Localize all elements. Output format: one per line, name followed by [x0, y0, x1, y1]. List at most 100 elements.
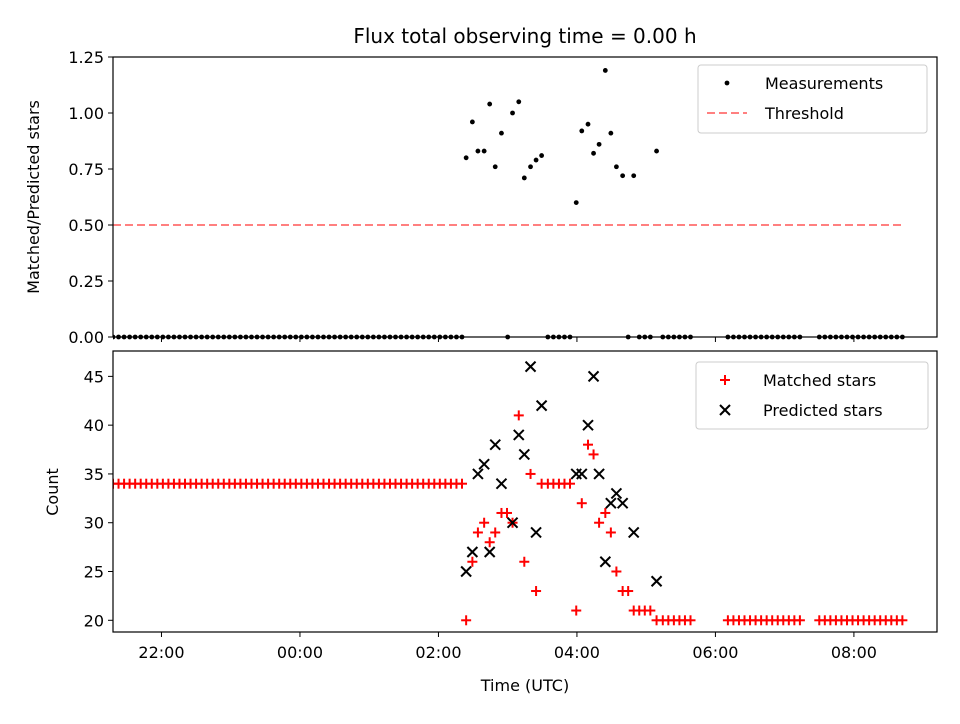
legend-label: Predicted stars	[763, 401, 883, 420]
data-point	[472, 527, 483, 538]
data-point	[469, 119, 475, 125]
data-point	[600, 507, 611, 518]
data-point	[490, 527, 501, 538]
data-point	[794, 615, 805, 626]
series-matched-stars	[113, 410, 908, 626]
data-point	[466, 546, 479, 558]
y-tick-label: 45	[84, 367, 104, 386]
data-point	[571, 605, 582, 616]
data-point	[594, 517, 605, 528]
data-point	[499, 130, 504, 136]
data-point	[518, 448, 531, 461]
y-tick-label: 0.00	[68, 328, 104, 347]
data-point	[483, 546, 496, 558]
data-point	[461, 615, 472, 626]
data-point	[530, 526, 542, 539]
y-tick-label: 0.50	[68, 216, 104, 235]
plot-frame	[112, 56, 938, 338]
legend: Matched stars Predicted stars	[695, 361, 929, 430]
data-point	[478, 458, 490, 470]
legend-marker	[719, 404, 731, 416]
data-point	[631, 173, 637, 179]
data-point	[611, 566, 622, 577]
x-tick-label: 06:00	[692, 643, 738, 662]
legend-label: Measurements	[765, 74, 883, 93]
x-tick-label: 08:00	[831, 643, 877, 662]
data-point	[467, 556, 478, 567]
data-point	[521, 175, 527, 181]
data-point	[608, 130, 614, 136]
legend-marker	[720, 375, 730, 385]
data-point	[587, 370, 600, 383]
chart-title: Flux total observing time = 0.00 h	[353, 24, 696, 48]
data-point	[535, 399, 548, 412]
data-point	[472, 468, 484, 480]
y-tick-label: 40	[84, 416, 104, 435]
data-point	[685, 615, 696, 626]
x-tick-label: 22:00	[138, 643, 184, 662]
data-point	[484, 537, 495, 548]
data-point	[576, 468, 588, 480]
data-point	[531, 586, 542, 597]
x-axis-label: Time (UTC)	[480, 676, 569, 695]
data-point	[456, 478, 467, 489]
data-point	[481, 148, 487, 154]
data-point	[570, 468, 582, 480]
series-predicted-stars	[460, 360, 663, 587]
legend-marker	[724, 80, 730, 86]
data-point	[593, 468, 605, 480]
legend-label: Threshold	[764, 104, 844, 123]
data-point	[513, 410, 524, 421]
data-point	[645, 605, 656, 616]
data-point	[620, 173, 626, 179]
data-point	[510, 110, 515, 116]
data-point	[605, 497, 617, 509]
data-point	[565, 478, 576, 489]
x-tick-label: 00:00	[277, 643, 323, 662]
data-point	[492, 164, 498, 170]
data-point	[489, 438, 501, 451]
data-point	[501, 507, 512, 518]
data-point	[475, 148, 481, 154]
data-point	[525, 468, 536, 479]
plot-frame	[112, 350, 938, 633]
data-point	[602, 68, 608, 73]
x-tick-label: 04:00	[554, 643, 600, 662]
data-point	[516, 99, 522, 105]
data-point	[650, 575, 663, 587]
y-tick-label: 1.00	[68, 104, 104, 123]
legend-label: Matched stars	[763, 371, 876, 390]
data-point	[513, 429, 525, 441]
legend: Measurements Threshold	[697, 64, 928, 134]
y-tick-label: 1.25	[68, 48, 104, 67]
y-tick-label: 20	[84, 611, 104, 630]
data-point	[588, 449, 599, 460]
y-tick-label: 0.75	[68, 160, 104, 179]
data-point	[519, 556, 530, 567]
data-point	[654, 148, 659, 154]
y-tick-label: 35	[84, 465, 104, 484]
data-point	[573, 200, 579, 206]
data-point	[623, 586, 634, 597]
data-point	[506, 517, 519, 529]
data-point	[533, 157, 539, 163]
data-point	[582, 419, 594, 431]
bottom-panel: 20 25 30 35 40 45 22:00 00:00 02:00 04:00 06:00 08:…	[84, 350, 938, 662]
data-point	[583, 439, 594, 450]
data-point	[463, 155, 469, 161]
top-y-axis-label: Matched/Predicted stars	[24, 100, 43, 294]
legend-box	[697, 64, 928, 134]
data-point	[524, 360, 537, 373]
y-tick-label: 25	[84, 563, 104, 582]
y-tick-label: 0.25	[68, 272, 104, 291]
top-panel: 0.00 0.25 0.50 0.75 1.00 1.25 Measurements Thre…	[68, 48, 938, 347]
data-point	[599, 556, 612, 568]
data-point	[628, 526, 640, 539]
y-tick-label: 30	[84, 514, 104, 533]
legend-box	[695, 361, 929, 430]
data-point	[591, 150, 596, 156]
data-point	[579, 128, 585, 134]
data-point	[614, 164, 619, 170]
data-point	[605, 527, 616, 538]
